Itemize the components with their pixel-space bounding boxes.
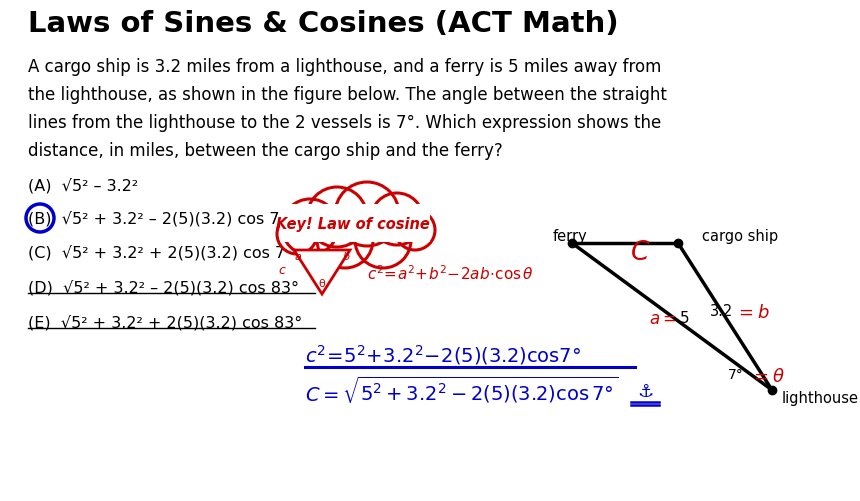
Text: (D)  √5² + 3.2² – 2(5)(3.2) cos 83°: (D) √5² + 3.2² – 2(5)(3.2) cos 83° [28, 280, 299, 296]
Text: $=b$: $=b$ [735, 305, 770, 323]
Text: lighthouse: lighthouse [782, 390, 859, 405]
Text: ⚓: ⚓ [637, 383, 653, 401]
Text: 5: 5 [680, 311, 690, 326]
Text: $C = \sqrt{5^2+3.2^2-2(5)(3.2)\cos7°}$: $C = \sqrt{5^2+3.2^2-2(5)(3.2)\cos7°}$ [305, 375, 618, 405]
FancyBboxPatch shape [280, 204, 430, 242]
Text: 3.2: 3.2 [710, 304, 733, 319]
Circle shape [335, 182, 399, 246]
Circle shape [355, 212, 411, 268]
Text: (B)  √5² + 3.2² – 2(5)(3.2) cos 7°: (B) √5² + 3.2² – 2(5)(3.2) cos 7° [28, 211, 287, 226]
Text: $c^2\!=\!a^2\!+\!b^2\!-\!2ab\!\cdot\!\cos\theta$: $c^2\!=\!a^2\!+\!b^2\!-\!2ab\!\cdot\!\co… [367, 265, 534, 284]
Text: a: a [295, 252, 302, 262]
Text: $a=$: $a=$ [649, 310, 677, 328]
Text: c: c [279, 264, 286, 277]
Text: Key! Law of cosine: Key! Law of cosine [276, 216, 430, 231]
Text: lines from the lighthouse to the 2 vessels is 7°. Which expression shows the: lines from the lighthouse to the 2 vesse… [28, 114, 661, 132]
Text: cargo ship: cargo ship [702, 229, 778, 244]
Text: 7°: 7° [728, 368, 744, 382]
Text: A cargo ship is 3.2 miles from a lighthouse, and a ferry is 5 miles away from: A cargo ship is 3.2 miles from a lightho… [28, 58, 661, 76]
Text: (C)  √5² + 3.2² + 2(5)(3.2) cos 7°: (C) √5² + 3.2² + 2(5)(3.2) cos 7° [28, 245, 293, 261]
Text: $C$: $C$ [630, 240, 650, 266]
Polygon shape [294, 250, 350, 294]
Text: ferry: ferry [553, 229, 587, 244]
Text: $c^2\!=\!5^2\!+\!3.2^2\!-\!2(5)(3.2)\cos\!7°$: $c^2\!=\!5^2\!+\!3.2^2\!-\!2(5)(3.2)\cos… [305, 343, 581, 367]
Text: the lighthouse, as shown in the figure below. The angle between the straight: the lighthouse, as shown in the figure b… [28, 86, 666, 104]
Text: distance, in miles, between the cargo ship and the ferry?: distance, in miles, between the cargo sh… [28, 142, 503, 160]
Circle shape [317, 212, 373, 268]
Text: (A)  √5² – 3.2²: (A) √5² – 3.2² [28, 178, 138, 193]
Circle shape [307, 187, 367, 247]
Circle shape [282, 199, 338, 255]
Text: $=\theta$: $=\theta$ [750, 368, 785, 386]
Circle shape [371, 193, 423, 245]
Circle shape [395, 210, 435, 250]
Text: Laws of Sines & Cosines (ACT Math): Laws of Sines & Cosines (ACT Math) [28, 10, 618, 38]
Circle shape [277, 214, 317, 254]
Text: b: b [342, 252, 349, 262]
Text: (E)  √5² + 3.2² + 2(5)(3.2) cos 83°: (E) √5² + 3.2² + 2(5)(3.2) cos 83° [28, 315, 302, 331]
Text: θ: θ [318, 279, 325, 289]
